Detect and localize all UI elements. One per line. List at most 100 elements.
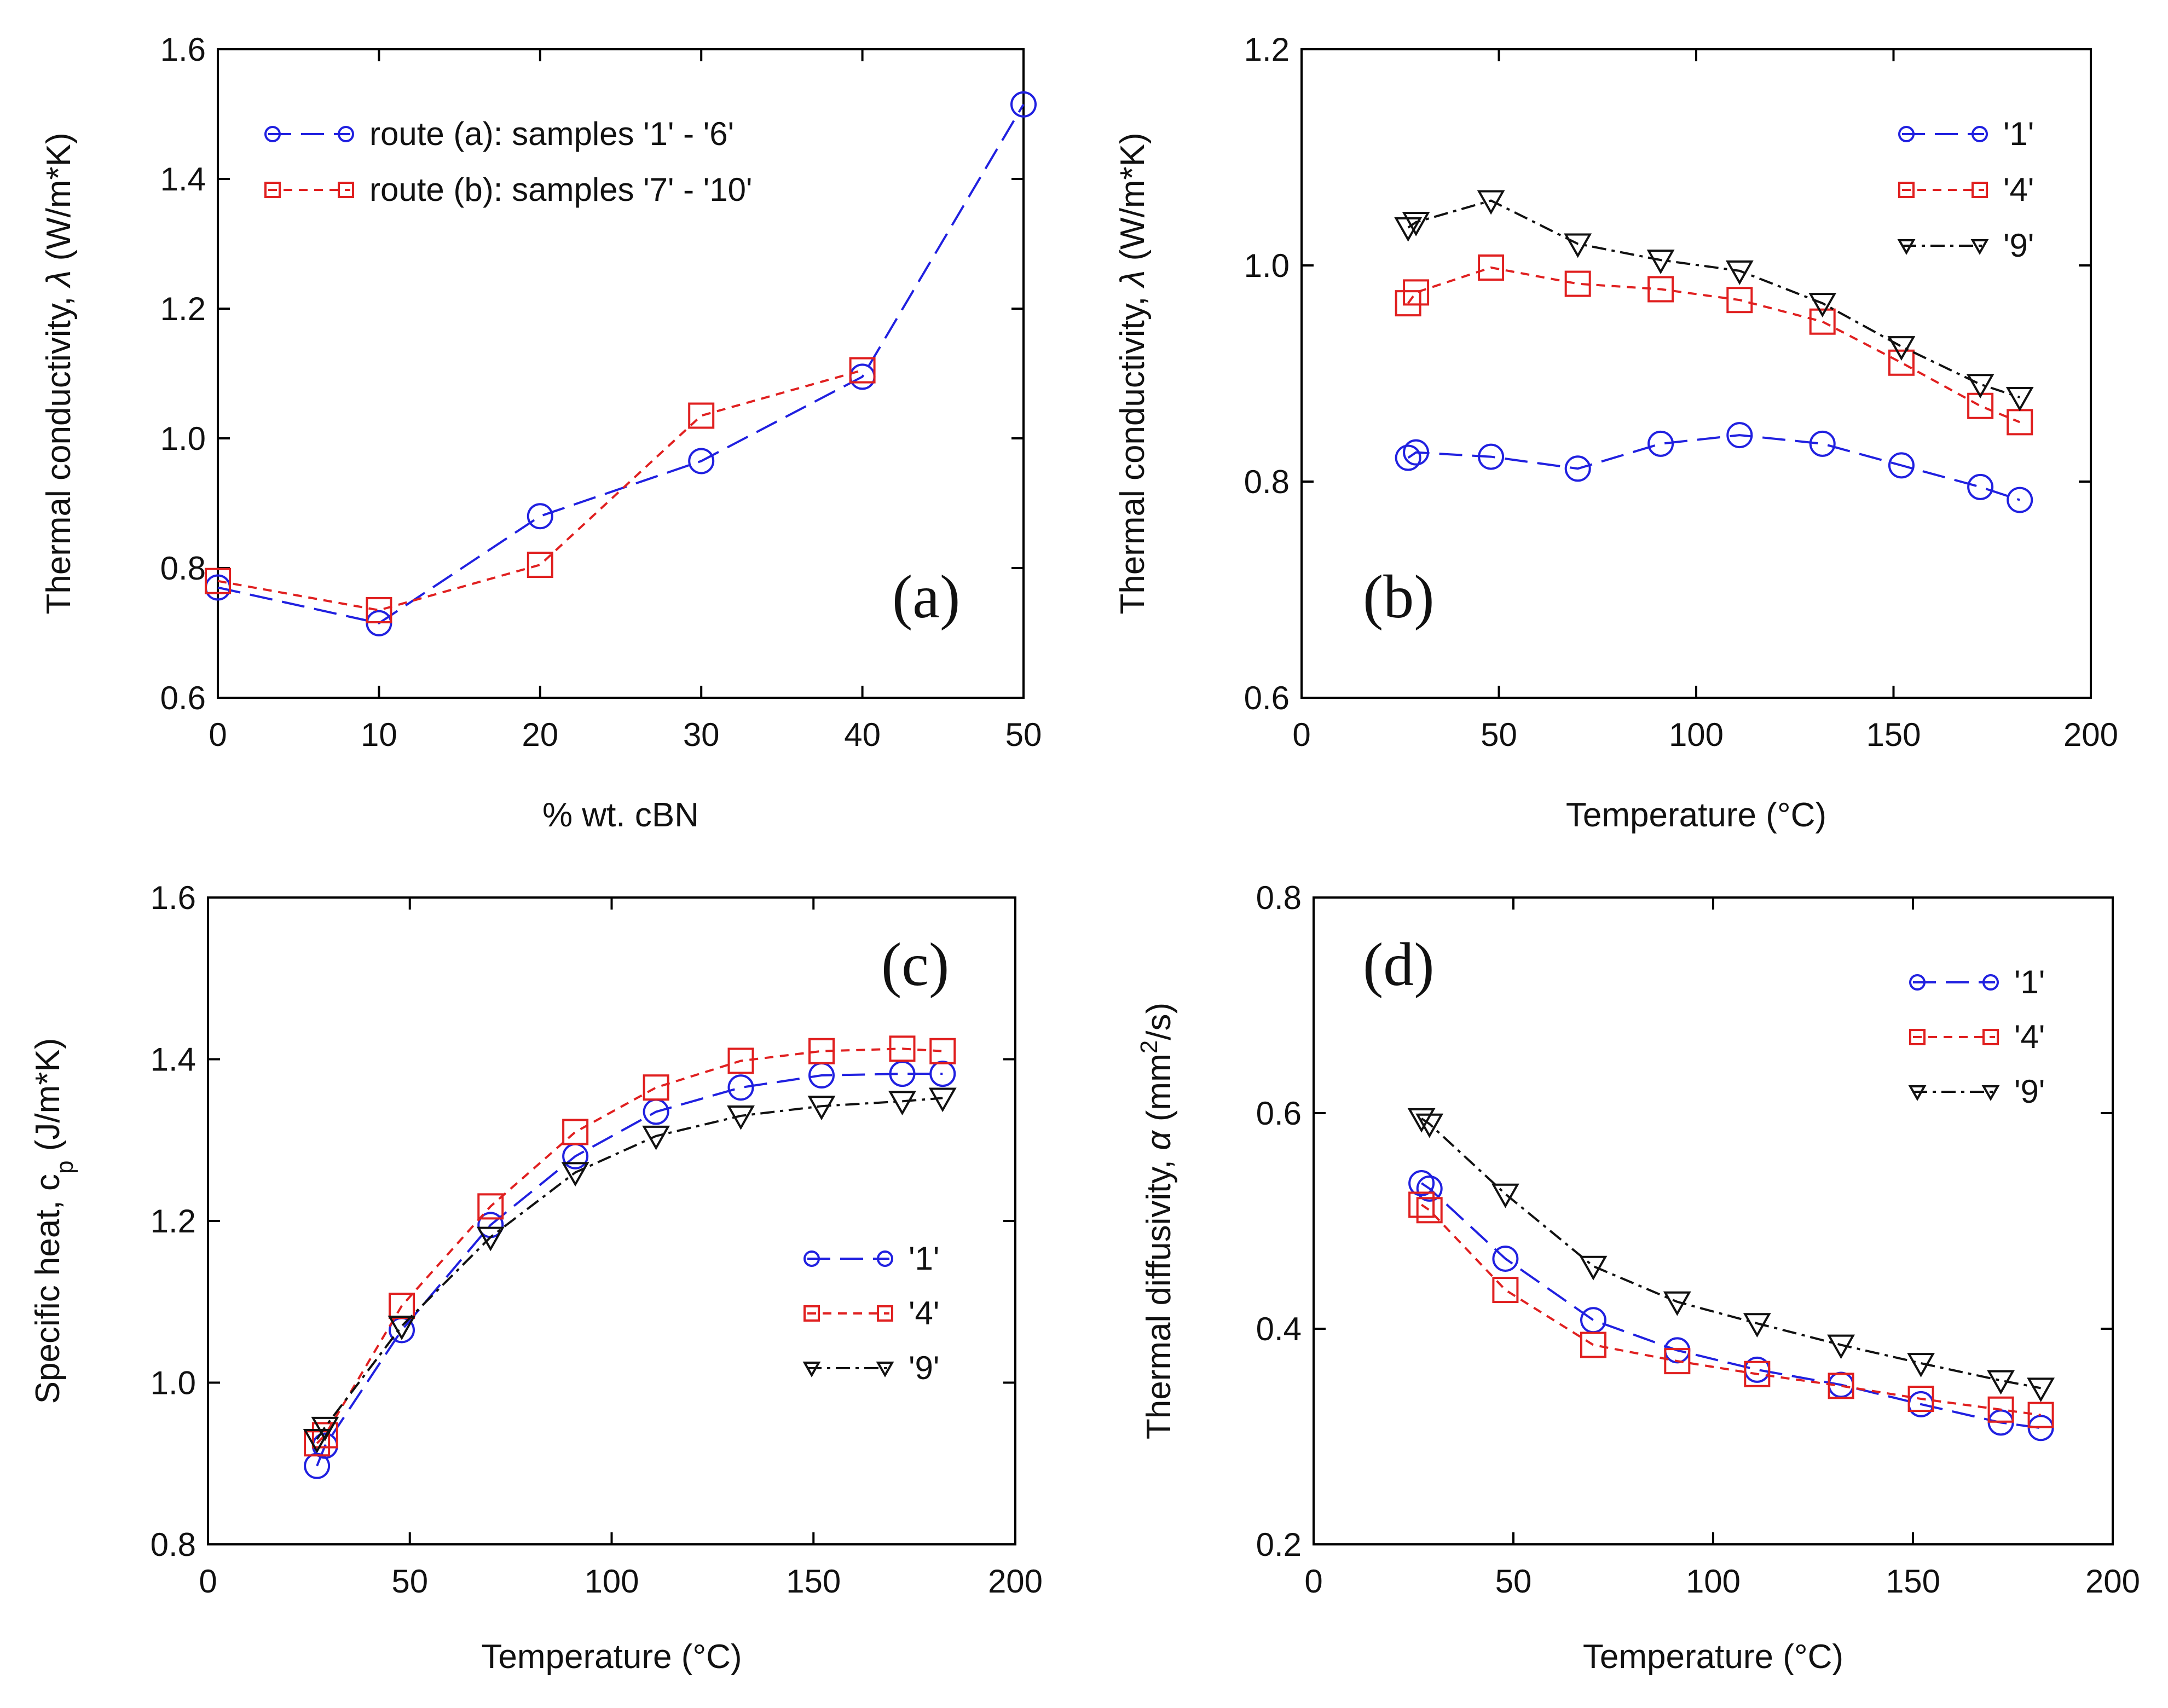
data-point [808,1038,835,1064]
panel-letter: (d) [1363,931,1435,999]
legend-marker [338,182,354,198]
data-point [2007,487,2033,513]
series-line [316,1047,943,1444]
data-point [1726,422,1753,449]
data-point [476,1226,505,1252]
data-point [1408,1170,1435,1197]
y-tick-label: 1.2 [151,1203,196,1240]
data-point [929,1061,956,1087]
x-tick-label: 50 [1481,716,1517,753]
data-point [1967,473,1994,500]
data-point [2005,387,2034,412]
data-point [1725,260,1754,285]
legend-marker [1908,1085,1927,1101]
x-tick-label: 200 [2063,716,2118,753]
series-1: '4' [304,1035,956,1457]
panel-d: 0 50 100 150 200 0.2 0.4 0.6 0.8 Temperature (°C)… [1136,879,2141,1676]
y-axis-label-part: λ [1114,270,1152,289]
x-tick-label: 20 [522,716,558,753]
y-tick-label: 1.4 [160,161,206,198]
y-axis-label-part: /s) [1140,1003,1178,1040]
legend-label: '1' [909,1240,939,1277]
data-point [1491,1183,1519,1208]
data-point [889,1035,916,1062]
y-axis-label: Thermal diffusivity, α (mm2/s) [1136,1003,1178,1439]
data-point [1808,293,1837,317]
y-axis-label-part: Specific heat, c [29,1174,67,1404]
x-axis-label: Temperature (°C) [1583,1638,1843,1676]
series-line [1407,266,2020,424]
legend-label: route (b): samples '7' - '10' [369,171,752,208]
y-axis-label-part: Thermal conductivity, [40,287,78,614]
y-tick-label: 1.4 [151,1041,196,1078]
data-point [389,1293,415,1319]
data-point [928,1087,957,1113]
legend-marker [338,126,354,142]
data-point [688,448,715,474]
data-point [929,1038,956,1064]
data-point [205,568,231,594]
data-point [1010,91,1037,118]
data-point [311,1416,339,1441]
data-point [1887,336,1916,361]
y-tick-label: 1.0 [1244,247,1290,284]
series-line [217,369,863,612]
series-line [1407,434,2020,501]
x-tick-label: 40 [844,716,881,753]
y-tick-label: 0.2 [1256,1526,1302,1563]
y-axis-label-part: λ [40,270,78,289]
y-axis-label-part: (J/m*K) [29,1038,67,1161]
data-point [1403,439,1430,466]
data-point [1408,1191,1435,1218]
data-point [1888,452,1915,479]
legend-label: '1' [2014,964,2045,1000]
legend-marker [876,1361,894,1377]
y-axis-label-part: p [51,1160,78,1173]
series-0: '1' [1395,115,2034,513]
data-point [1647,276,1674,303]
data-point [1888,349,1915,376]
data-point [1907,1386,1934,1412]
series-2: '9' [303,1087,957,1454]
data-point [2027,1377,2055,1403]
data-point [888,1091,916,1116]
legend-marker [1982,974,1999,991]
x-tick-label: 50 [1495,1563,1532,1600]
data-point [1809,308,1836,335]
y-tick-label: 0.8 [151,1526,196,1563]
x-tick-label: 10 [361,716,397,753]
y-tick-label: 0.6 [1244,680,1290,716]
data-point [1477,190,1505,215]
data-point [1395,444,1421,471]
x-axis-label: Temperature (°C) [481,1638,742,1676]
y-axis-label-part: (W/m*K) [1114,132,1152,270]
data-point [1478,254,1505,281]
x-tick-label: 50 [1005,716,1042,753]
legend-marker [877,1305,893,1322]
data-point [527,503,553,530]
data-point [1987,1370,2015,1395]
x-tick-label: 100 [1686,1563,1741,1600]
data-point [1402,212,1430,236]
data-point [1646,250,1675,274]
data-point [1663,1291,1691,1316]
legend-label: '9' [2014,1073,2045,1110]
legend-marker [1909,974,1926,991]
legend-label: '4' [2003,171,2034,208]
data-point [1966,374,1994,399]
series-1: '4' [1395,171,2034,436]
series-line [217,103,1025,624]
legend-marker [264,126,281,142]
y-tick-label: 1.0 [151,1365,196,1402]
y-axis-label-part: Thermal conductivity, [1114,287,1152,614]
legend-marker [1982,1029,1999,1045]
series-line [316,1097,943,1440]
data-point [1907,1353,1935,1377]
y-axis-label-part: 2 [1136,1040,1163,1053]
series-line [1407,199,2020,398]
y-tick-label: 0.8 [1256,879,1302,916]
panel-letter: (c) [881,931,949,999]
y-tick-label: 1.6 [151,879,196,916]
x-tick-label: 30 [683,716,720,753]
legend-marker [1970,239,1989,255]
